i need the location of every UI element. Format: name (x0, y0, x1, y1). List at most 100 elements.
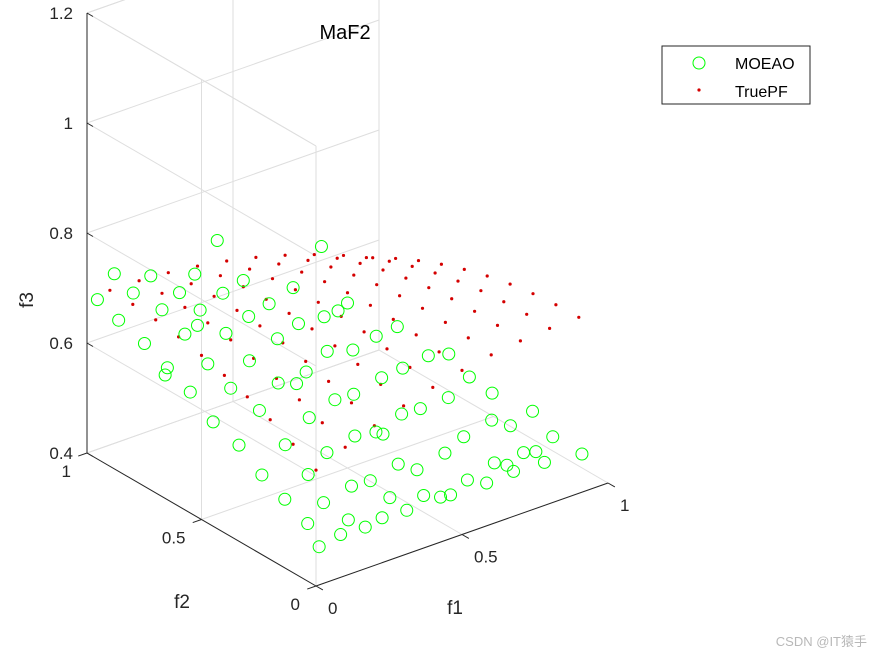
moeao-point (375, 371, 389, 385)
truepf-point (166, 271, 170, 275)
grid-line (86, 129, 380, 234)
moeao-point (242, 309, 256, 323)
moeao-point (301, 468, 315, 482)
x-axis-label: f1 (447, 598, 463, 619)
truepf-point (431, 385, 435, 389)
moeao-point (224, 381, 238, 395)
truepf-point (525, 312, 529, 316)
axes (78, 12, 616, 591)
moeao-point (290, 377, 304, 391)
moeao-point (173, 286, 187, 300)
z-tick-mark (86, 122, 94, 127)
truepf-point (362, 330, 366, 334)
z-tick-mark (86, 452, 94, 457)
moeao-point (460, 473, 474, 487)
truepf-point (410, 264, 414, 268)
moeao-point (369, 329, 383, 343)
truepf-point (391, 317, 395, 321)
z-tick-label: 1 (64, 114, 73, 133)
moeao-point (345, 479, 358, 493)
z-tick-label: 0.4 (49, 444, 73, 463)
truepf-point (306, 258, 310, 262)
truepf-point (310, 327, 314, 331)
moeao-point (417, 488, 431, 502)
z-axis-label: f3 (17, 292, 38, 308)
truepf-point (375, 283, 379, 287)
truepf-point (108, 288, 112, 292)
grid-line (86, 19, 380, 124)
truepf-point (343, 445, 347, 449)
grid-line (86, 239, 380, 344)
truepf-point (345, 291, 350, 295)
truepf-point (456, 279, 460, 283)
truepf-point (304, 359, 308, 363)
truepf-point (364, 255, 368, 260)
truepf-point (414, 333, 418, 337)
moeao-point (331, 304, 345, 318)
moeao-point (485, 386, 499, 400)
moeao-point (188, 267, 202, 281)
moeao-point (317, 496, 331, 510)
moeao-point (434, 490, 448, 504)
moeao-point (126, 286, 140, 300)
truepf-point (548, 326, 552, 330)
moeao-point (529, 445, 543, 459)
moeao-point (183, 385, 197, 399)
moeao-point (444, 488, 458, 502)
grid-line (86, 342, 317, 477)
truepf-point (287, 311, 291, 315)
moeao-point (487, 456, 501, 470)
moeao-point (438, 446, 452, 460)
moeao-point (299, 365, 313, 379)
truepf-point (508, 282, 512, 286)
truepf-point (183, 305, 187, 309)
truepf-point (473, 309, 477, 313)
truepf-point (283, 253, 287, 257)
truepf-point (333, 344, 337, 348)
z-tick-mark (86, 232, 94, 237)
moeao-point (178, 327, 192, 341)
truepf-point (398, 294, 402, 298)
moeao-point (410, 463, 424, 477)
x-tick-label: 0.5 (474, 548, 498, 567)
y-tick-mark (78, 452, 88, 457)
moeao-point (391, 457, 405, 471)
truepf-point (577, 315, 581, 319)
truepf-point (254, 255, 258, 259)
moeao-point (383, 491, 397, 505)
z-tick-label: 0.6 (49, 334, 73, 353)
moeao-point (107, 267, 121, 281)
moeao-point (286, 281, 300, 295)
moeao-point (271, 376, 285, 390)
truepf-point (358, 261, 362, 265)
truepf-point (502, 300, 506, 304)
grid-line (86, 349, 380, 454)
truepf-point (195, 264, 200, 268)
moeao-point (363, 474, 377, 488)
truepf-point (420, 306, 425, 310)
moeao-point (314, 240, 328, 253)
moeao-point (242, 354, 256, 368)
truepf-point (277, 262, 281, 266)
truepf-point (427, 286, 431, 290)
legend-marker-moeao (692, 56, 706, 70)
moeao-point (262, 297, 276, 311)
x-tick-mark (315, 585, 324, 591)
truepf-point (327, 379, 331, 383)
y-tick-mark (192, 519, 202, 524)
truepf-point (293, 288, 297, 292)
z-tick-label: 1.2 (49, 4, 73, 23)
truepf-point (433, 271, 437, 275)
z-tick-mark (86, 12, 94, 17)
moeao-point (347, 387, 361, 401)
truepf-point (387, 259, 391, 263)
truepf-point (462, 267, 466, 271)
truepf-point (518, 339, 523, 343)
moeao-point (376, 427, 390, 441)
truepf-point (416, 258, 421, 263)
moeao-point (575, 447, 589, 461)
x-tick-label: 0 (328, 599, 337, 618)
moeao-point (442, 347, 456, 361)
moeao-point (537, 455, 551, 469)
truepf-point (245, 395, 249, 399)
